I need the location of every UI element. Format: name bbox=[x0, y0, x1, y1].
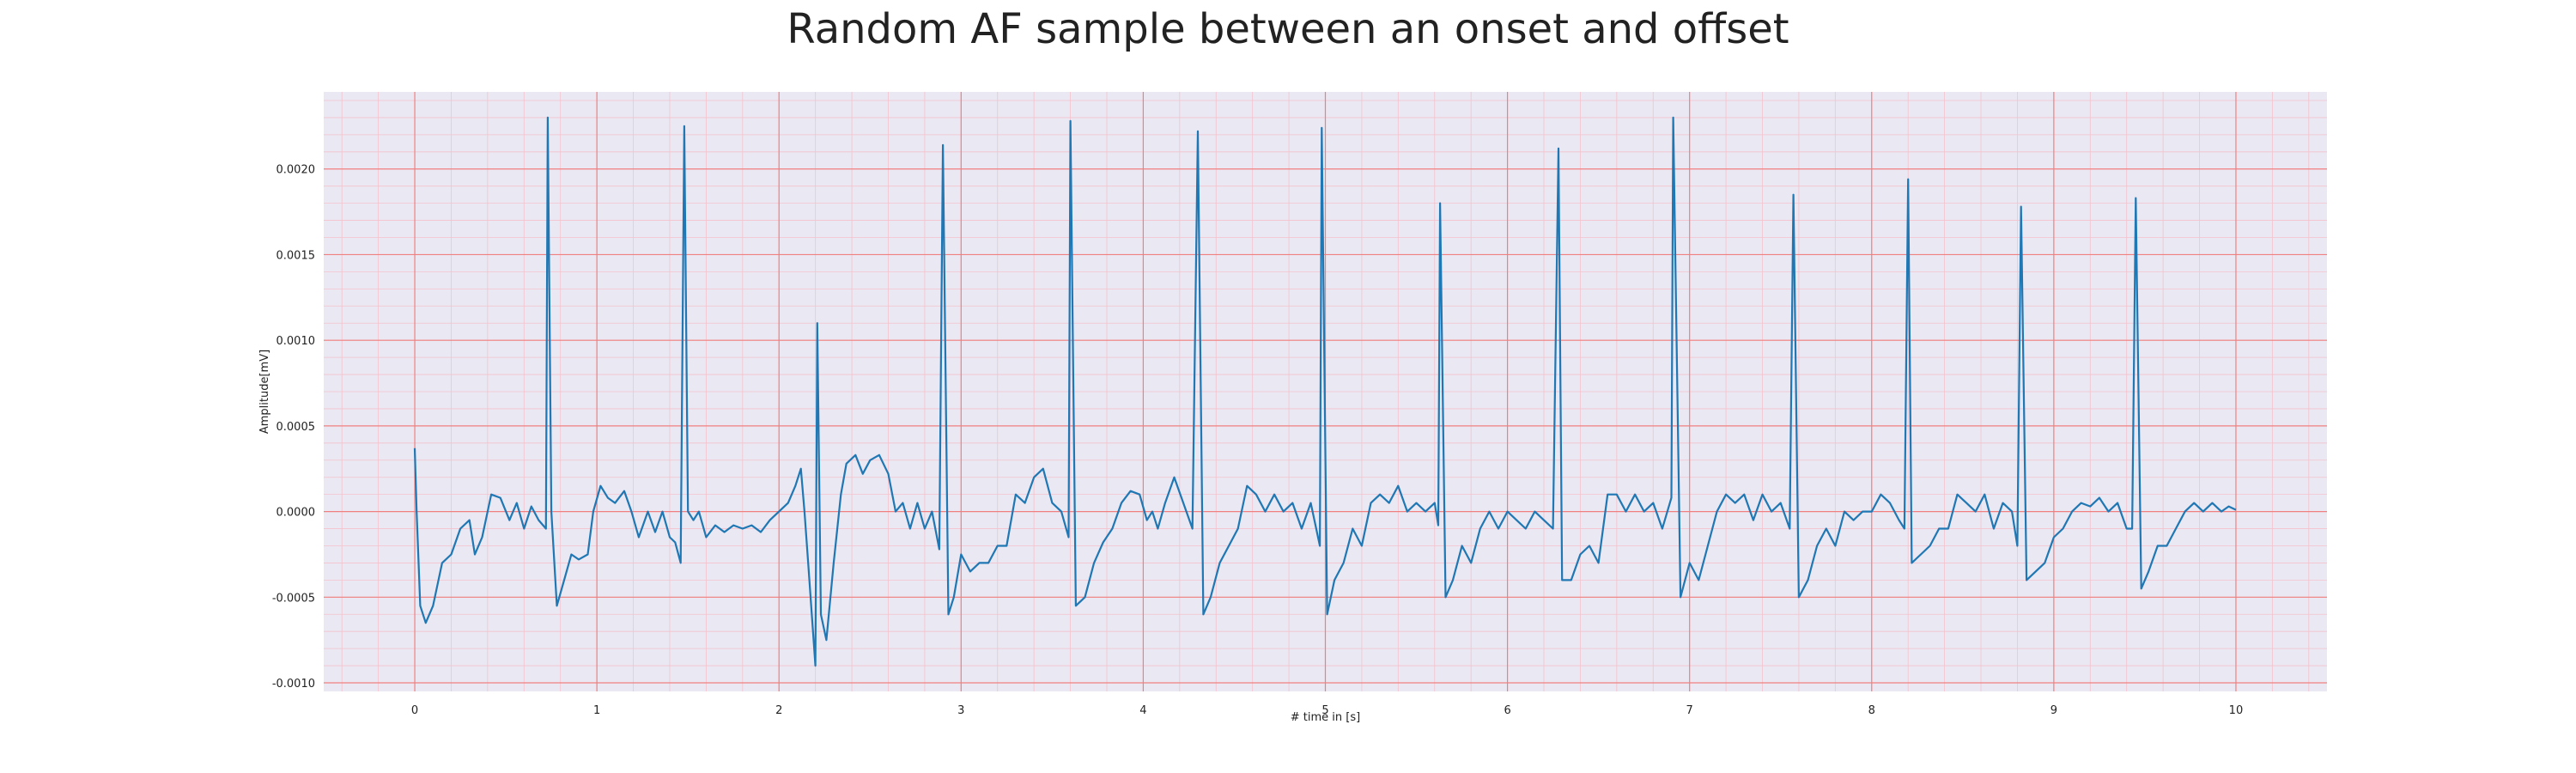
y-tick-label: 0.0000 bbox=[276, 507, 316, 520]
x-tick-label: 10 bbox=[2229, 704, 2244, 717]
chart-title: Random AF sample between an onset and of… bbox=[787, 5, 1789, 53]
x-tick-label: 8 bbox=[1868, 704, 1875, 717]
series-line bbox=[413, 116, 2237, 667]
y-tick-label: -0.0010 bbox=[272, 678, 315, 691]
x-tick-label: 0 bbox=[411, 704, 418, 717]
x-tick-label: 5 bbox=[1321, 704, 1328, 717]
y-axis-label: Amplitude[mV] bbox=[258, 350, 271, 434]
x-tick-label: 7 bbox=[1686, 704, 1693, 717]
x-tick-label: 9 bbox=[2050, 704, 2057, 717]
y-tick-label: 0.0005 bbox=[276, 421, 316, 434]
y-ticks: -0.0010 -0.0005 0.0000 0.0005 0.0010 0.0015 0.… bbox=[272, 164, 315, 691]
x-axis-label: # time in [s] bbox=[1291, 711, 1360, 724]
y-tick-label: 0.0010 bbox=[276, 335, 316, 348]
x-ticks: 0 1 2 3 4 5 6 7 8 9 10 bbox=[411, 704, 2243, 717]
x-tick-label: 3 bbox=[957, 704, 964, 717]
x-tick-label: 2 bbox=[775, 704, 782, 717]
x-tick-label: 4 bbox=[1139, 704, 1146, 717]
y-tick-label: 0.0015 bbox=[276, 249, 316, 262]
series-group bbox=[413, 116, 2237, 667]
x-tick-label: 6 bbox=[1504, 704, 1510, 717]
y-tick-label: 0.0020 bbox=[276, 164, 316, 177]
y-tick-label: -0.0005 bbox=[272, 592, 315, 605]
x-tick-label: 1 bbox=[593, 704, 600, 717]
